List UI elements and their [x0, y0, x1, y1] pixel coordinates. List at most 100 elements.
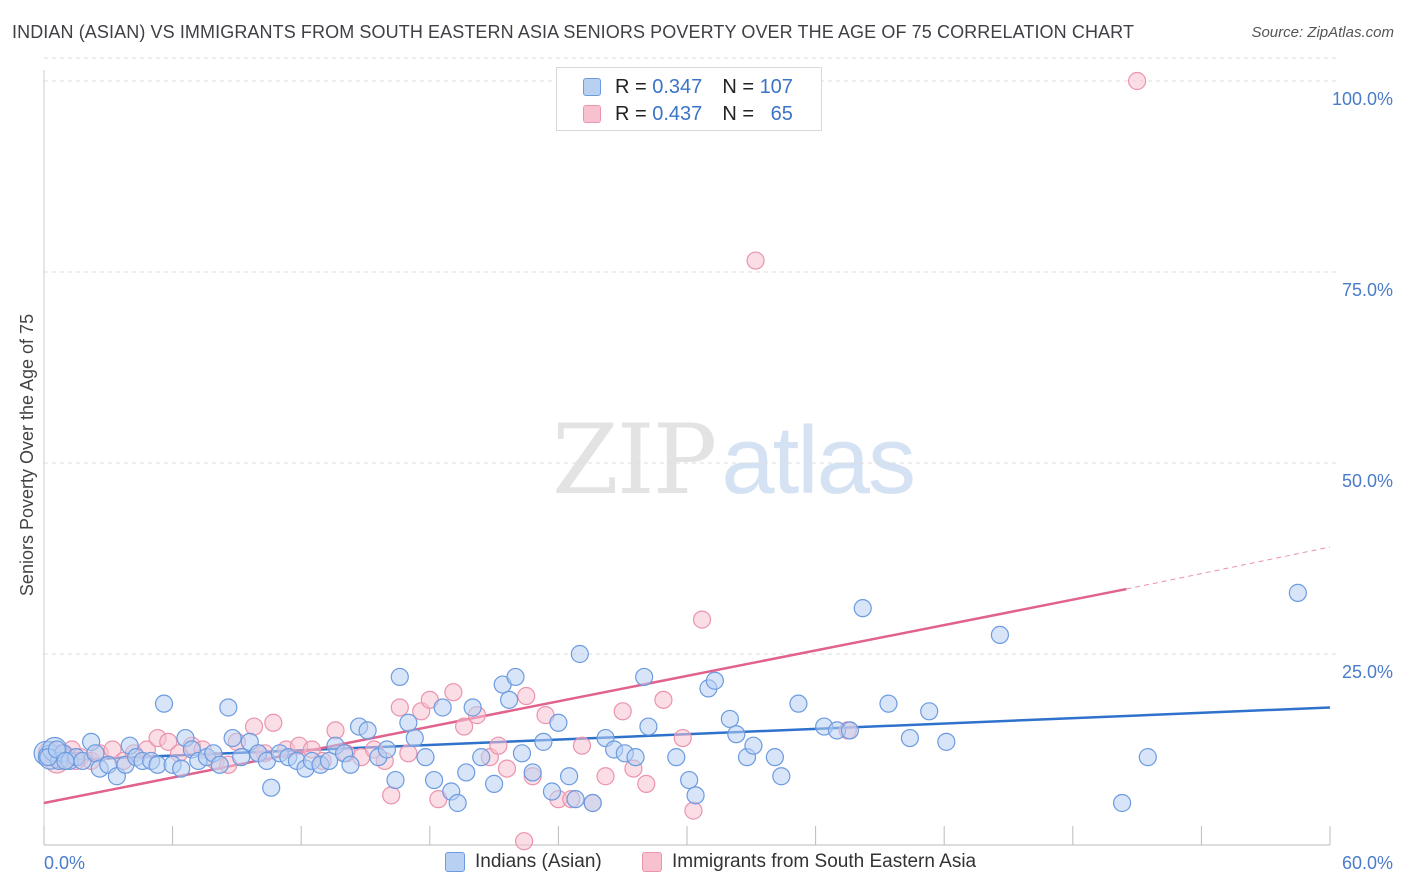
series-label-indians: Indians (Asian) — [475, 851, 602, 872]
point-indians — [1288, 583, 1307, 602]
x-tick-label: 60.0% — [1342, 853, 1393, 873]
point-indians — [1138, 748, 1157, 767]
trend-line-immigrants-extension — [1126, 546, 1331, 590]
point-indians — [433, 698, 452, 717]
point-indians — [534, 732, 553, 751]
legend-row-immigrants: R = 0.437 N = 65 — [583, 101, 793, 127]
point-indians — [399, 713, 418, 732]
point-indians — [667, 748, 686, 767]
point-immigrants — [1127, 71, 1147, 91]
watermark-atlas: atlas — [721, 407, 916, 514]
point-indians — [232, 748, 251, 767]
point-indians — [727, 725, 746, 744]
y-tick-label: 50.0% — [1342, 471, 1393, 491]
legend-n-value: 65 — [770, 102, 793, 125]
trend-line-immigrants — [43, 587, 1127, 805]
point-indians — [457, 763, 476, 782]
point-indians — [772, 767, 791, 786]
x-tick-label: 0.0% — [44, 853, 85, 873]
point-indians — [686, 786, 705, 805]
point-immigrants — [684, 801, 703, 820]
point-immigrants — [654, 690, 673, 709]
legend-r-label: R = — [615, 102, 647, 125]
legend-r-value: 0.437 — [652, 102, 703, 125]
point-immigrants — [613, 702, 632, 721]
point-indians — [500, 690, 519, 709]
point-indians — [523, 763, 542, 782]
point-indians — [853, 599, 872, 618]
legend-n-label: N = — [722, 75, 754, 98]
point-indians — [424, 770, 444, 790]
point-immigrants — [244, 717, 264, 736]
point-indians — [485, 774, 504, 793]
point-indians — [390, 667, 409, 687]
legend-n-label: N = — [722, 102, 754, 125]
point-immigrants — [746, 251, 765, 270]
points-indians-asian — [33, 583, 1307, 813]
x-tick-labels: 0.0% 60.0% — [44, 853, 1393, 873]
point-immigrants — [399, 744, 418, 763]
point-indians — [566, 790, 585, 809]
point-immigrants — [159, 732, 178, 751]
legend-n-value: 107 — [759, 75, 793, 98]
point-indians — [900, 728, 920, 748]
point-indians — [512, 744, 532, 763]
point-indians — [262, 778, 281, 797]
point-immigrants — [517, 686, 536, 706]
chart-title: INDIAN (ASIAN) VS IMMIGRANTS FROM SOUTH … — [12, 22, 1135, 42]
point-indians — [463, 698, 482, 717]
point-indians — [626, 748, 645, 767]
point-indians — [1112, 793, 1132, 813]
point-indians — [219, 698, 238, 717]
point-immigrants — [264, 713, 283, 732]
point-immigrants — [390, 698, 409, 717]
point-indians — [506, 667, 525, 687]
point-indians — [720, 709, 739, 729]
point-indians — [705, 671, 724, 690]
point-indians — [386, 770, 405, 790]
axes — [43, 70, 1331, 846]
y-tick-label: 100.0% — [1332, 89, 1393, 109]
point-indians — [560, 767, 579, 786]
point-indians — [635, 667, 654, 687]
point-indians — [789, 694, 808, 713]
correlation-legend: R = 0.347 N = 107 R = 0.437 N = 65 — [556, 67, 822, 131]
point-immigrants — [673, 728, 692, 748]
point-indians — [570, 644, 589, 664]
point-indians — [879, 694, 898, 713]
point-immigrants — [444, 683, 463, 702]
point-indians — [377, 740, 397, 759]
point-indians — [744, 736, 763, 755]
point-immigrants — [497, 759, 517, 778]
point-indians — [319, 751, 339, 771]
series-swatch-blue — [445, 852, 465, 872]
legend-r-value: 0.347 — [652, 75, 703, 98]
source-label: Source: ZipAtlas.com — [1251, 24, 1394, 41]
point-indians — [341, 755, 360, 774]
point-immigrants — [596, 767, 615, 786]
point-indians — [172, 759, 191, 778]
point-indians — [448, 793, 467, 813]
y-tick-labels: 25.0% 50.0% 75.0% 100.0% — [1332, 89, 1393, 682]
point-indians — [680, 770, 699, 790]
point-indians — [56, 751, 75, 771]
point-immigrants — [454, 717, 474, 736]
point-immigrants — [382, 786, 401, 805]
points-immigrants-se-asia — [37, 71, 1147, 851]
point-immigrants — [489, 736, 508, 755]
point-indians — [990, 625, 1010, 645]
point-indians — [223, 728, 242, 748]
point-indians — [358, 721, 377, 740]
point-immigrants — [692, 610, 712, 629]
point-indians — [472, 748, 491, 767]
point-indians — [210, 755, 229, 774]
point-immigrants — [572, 736, 592, 755]
series-legend: Indians (Asian) Immigrants from South Ea… — [0, 851, 1406, 879]
point-indians — [549, 713, 568, 732]
point-indians — [542, 782, 562, 801]
point-indians — [583, 793, 602, 813]
series-swatch-pink — [642, 852, 662, 872]
y-tick-label: 25.0% — [1342, 662, 1393, 682]
series-legend-immigrants: Immigrants from South Eastern Asia — [642, 851, 976, 873]
